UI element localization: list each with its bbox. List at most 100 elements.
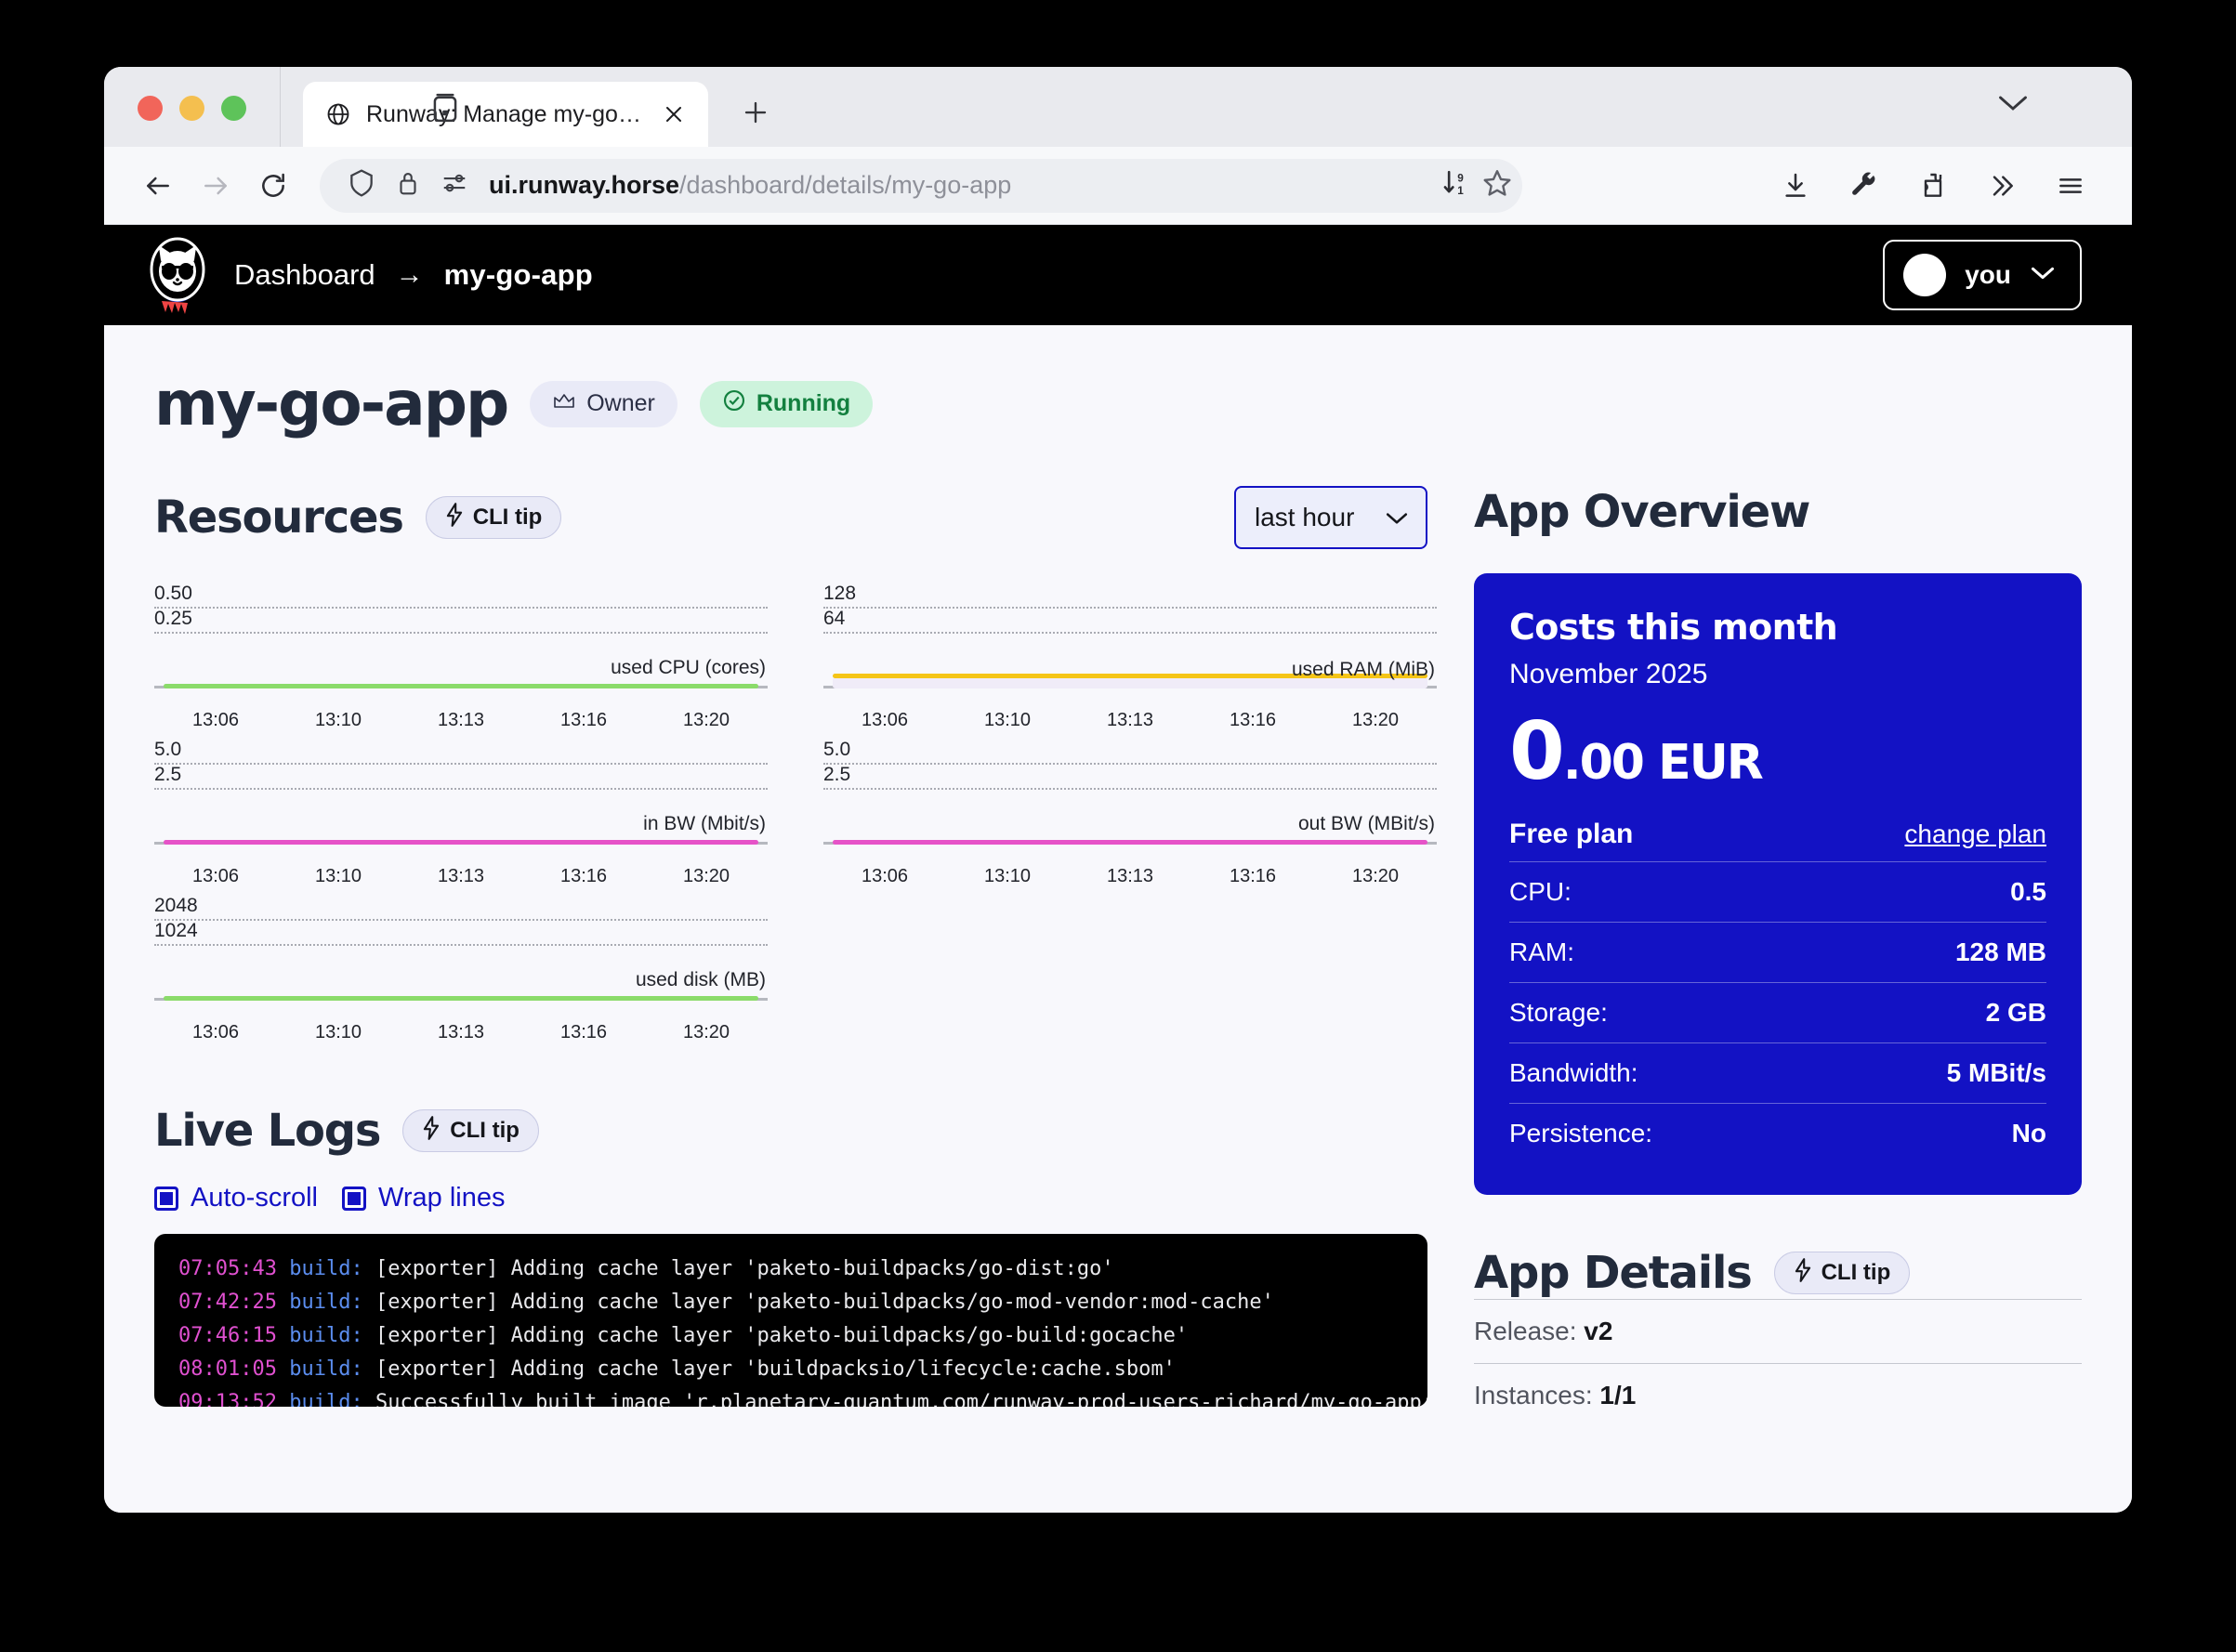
log-source: build:	[289, 1324, 363, 1347]
reader-icon[interactable]: 9 1	[1440, 167, 1472, 203]
left-column: Resources CLI tip las	[154, 486, 1437, 1427]
browser-tab[interactable]: Runway: Manage my-go-app	[303, 82, 708, 147]
reload-icon[interactable]	[247, 160, 299, 212]
chart-series-line	[164, 996, 758, 1001]
chart-xtick: 13:16	[559, 866, 608, 886]
live-logs-heading: Live Logs	[154, 1105, 381, 1157]
runway-logo-icon[interactable]	[143, 236, 212, 314]
log-timestamp: 07:05:43	[178, 1257, 277, 1280]
extension-icon[interactable]	[1907, 160, 1959, 212]
log-source: build:	[289, 1357, 363, 1381]
plan-header: Free plan change plan	[1509, 819, 2046, 861]
chart-ytick: 64	[823, 608, 846, 629]
checkbox-icon	[154, 1186, 178, 1211]
log-console[interactable]: 07:05:43 build: [exporter] Adding cache …	[154, 1234, 1427, 1407]
chart-out-bandwidth: 5.0 2.5 out BW (MBit/s) 13:06 13:10 13:1…	[823, 739, 1437, 887]
chart-xtick: 13:13	[437, 866, 485, 886]
detail-row-value: v2	[1584, 1317, 1613, 1345]
log-source: build:	[289, 1391, 363, 1407]
maximize-window-button[interactable]	[221, 96, 246, 121]
svg-text:1: 1	[1457, 185, 1464, 197]
url-text[interactable]: ui.runway.horse/dashboard/details/my-go-…	[489, 171, 1420, 200]
costs-card: Costs this month November 2025 0 .00 EUR…	[1474, 573, 2082, 1195]
log-timestamp: 09:13:52	[178, 1391, 277, 1407]
chart-xtick: 13:13	[437, 1022, 485, 1042]
resource-charts: 0.50 0.25 used CPU (cores) 13:06 13:10 1…	[154, 583, 1437, 1051]
lightning-icon	[445, 502, 464, 533]
minimize-window-button[interactable]	[179, 96, 204, 121]
wrench-icon[interactable]	[1838, 160, 1890, 212]
log-line: 07:42:25 build: [exporter] Adding cache …	[178, 1286, 1403, 1319]
cli-tip-details-label: CLI tip	[1821, 1260, 1891, 1285]
sidebar-toggle-icon[interactable]	[425, 87, 466, 128]
costs-card-title: Costs this month	[1509, 607, 1838, 648]
breadcrumb-dashboard[interactable]: Dashboard	[234, 258, 375, 291]
cli-tip-resources-button[interactable]: CLI tip	[425, 496, 562, 539]
chart-xtick: 13:20	[1351, 866, 1400, 886]
plan-row-label: Storage:	[1509, 998, 1608, 1027]
chart-ytick: 0.25	[154, 608, 192, 629]
costs-amount-minor: .00 EUR	[1562, 735, 1764, 791]
close-tab-icon[interactable]	[658, 98, 690, 130]
overflow-icon[interactable]	[1976, 160, 2028, 212]
chevron-down-icon	[1385, 503, 1409, 532]
chart-used-cpu: 0.50 0.25 used CPU (cores) 13:06 13:10 1…	[154, 583, 768, 731]
chart-ytick: 0.50	[154, 583, 192, 604]
tab-list-chevron-down-icon[interactable]	[1996, 93, 2030, 118]
chart-series-line	[164, 684, 758, 688]
menu-icon[interactable]	[2045, 160, 2097, 212]
browser-tab-strip: Runway: Manage my-go-app	[104, 67, 2132, 147]
log-message: [exporter] Adding cache layer 'paketo-bu…	[375, 1324, 1189, 1347]
permissions-icon[interactable]	[441, 171, 468, 200]
chart-series-label: used CPU (cores)	[611, 657, 766, 678]
wrap-lines-checkbox[interactable]: Wrap lines	[342, 1183, 505, 1213]
download-icon[interactable]	[1769, 160, 1822, 212]
status-badge-owner: Owner	[530, 380, 677, 427]
forward-icon[interactable]	[190, 160, 242, 212]
chart-gridline	[823, 607, 1437, 609]
plan-row-value: No	[2011, 1119, 2046, 1147]
auto-scroll-label: Auto-scroll	[191, 1183, 318, 1213]
shield-icon[interactable]	[348, 168, 375, 203]
lock-icon[interactable]	[396, 169, 420, 202]
app-details-header: App Details CLI tip	[1474, 1247, 2082, 1299]
breadcrumb-arrow-icon: →	[395, 259, 424, 290]
status-badge-owner-label: Owner	[586, 390, 655, 416]
wrap-lines-label: Wrap lines	[378, 1183, 506, 1213]
log-source: build:	[289, 1291, 363, 1314]
chart-gridline	[154, 607, 768, 609]
chart-gridline	[154, 632, 768, 634]
chart-series-area	[833, 677, 1427, 688]
detail-row-label: Release:	[1474, 1317, 1577, 1345]
cli-tip-resources-label: CLI tip	[472, 505, 543, 530]
chart-ytick: 2048	[154, 895, 198, 916]
log-message: Successfully built image 'r.planetary-qu…	[375, 1391, 1427, 1407]
chart-xtick: 13:13	[437, 710, 485, 730]
close-window-button[interactable]	[138, 96, 163, 121]
auto-scroll-checkbox[interactable]: Auto-scroll	[154, 1183, 318, 1213]
cli-tip-logs-button[interactable]: CLI tip	[402, 1109, 539, 1152]
chart-xtick: 13:06	[191, 1022, 240, 1042]
live-logs-header: Live Logs CLI tip	[154, 1105, 1427, 1157]
resources-heading: Resources	[154, 492, 404, 544]
address-bar[interactable]: ui.runway.horse/dashboard/details/my-go-…	[320, 158, 1522, 213]
plan-row-persistence: Persistence: No	[1509, 1103, 2046, 1163]
chart-gridline	[823, 763, 1437, 765]
chart-xticks: 13:06 13:10 13:13 13:16 13:20	[154, 710, 768, 731]
log-message: [exporter] Adding cache layer 'paketo-bu…	[375, 1257, 1114, 1280]
new-tab-button[interactable]	[730, 87, 781, 138]
chart-ytick: 2.5	[154, 764, 182, 785]
user-menu-button[interactable]: you	[1883, 240, 2082, 310]
right-column: App Overview Costs this month November 2…	[1474, 486, 2082, 1427]
bookmark-star-icon[interactable]	[1481, 167, 1513, 203]
time-range-select[interactable]: last hour	[1234, 486, 1427, 549]
cli-tip-logs-label: CLI tip	[450, 1118, 520, 1143]
back-icon[interactable]	[132, 160, 184, 212]
chart-xticks: 13:06 13:10 13:13 13:16 13:20	[823, 710, 1437, 731]
cli-tip-details-button[interactable]: CLI tip	[1773, 1252, 1911, 1294]
chart-gridline	[154, 788, 768, 790]
chart-used-ram: 128 64 used RAM (MiB) 13:06 13:10	[823, 583, 1437, 731]
chart-xtick: 13:10	[314, 710, 362, 730]
chart-xtick: 13:20	[682, 710, 730, 730]
change-plan-link[interactable]: change plan	[1904, 819, 2046, 848]
